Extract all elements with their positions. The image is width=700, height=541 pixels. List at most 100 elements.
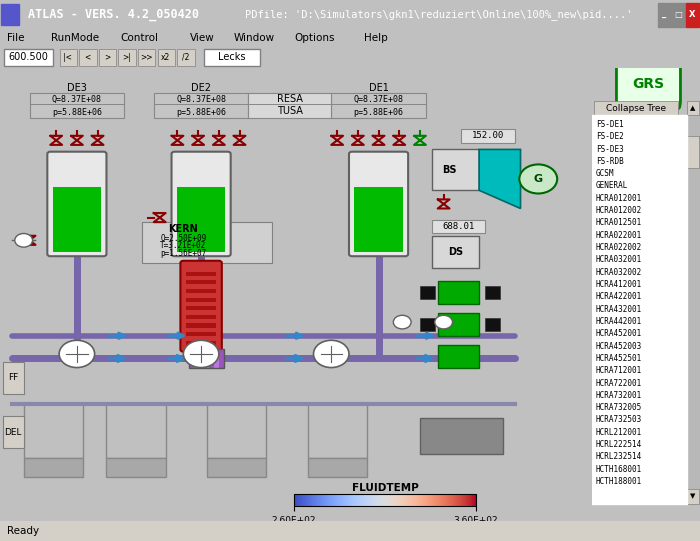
Bar (189, 349, 195, 367)
Text: FS-DE3: FS-DE3 (596, 144, 624, 154)
Circle shape (59, 340, 94, 367)
Text: HCRA452001: HCRA452001 (596, 329, 642, 338)
Bar (214, 349, 219, 367)
Text: HCRA442001: HCRA442001 (596, 317, 642, 326)
Text: >>: >> (140, 53, 153, 62)
Bar (154, 93, 248, 117)
Text: KERN: KERN (169, 224, 198, 234)
Text: □: □ (674, 10, 682, 19)
Bar (485, 318, 500, 331)
Bar (594, 101, 678, 115)
Bar (687, 101, 699, 115)
Bar (186, 324, 216, 327)
FancyBboxPatch shape (48, 151, 106, 256)
Text: HCTH168001: HCTH168001 (596, 465, 642, 474)
Bar (106, 404, 166, 458)
Text: HCRA422001: HCRA422001 (596, 292, 642, 301)
Text: DEL: DEL (4, 428, 22, 437)
Bar (186, 272, 216, 276)
Text: Q=8.37E+08: Q=8.37E+08 (176, 95, 226, 103)
Text: _: _ (662, 10, 666, 19)
Bar (118, 49, 136, 65)
Text: HCRA022002: HCRA022002 (596, 243, 642, 252)
Text: GRS: GRS (632, 77, 664, 91)
Bar (658, 3, 671, 27)
Circle shape (15, 234, 32, 247)
Text: DS: DS (448, 247, 463, 256)
Text: HCRA452501: HCRA452501 (596, 354, 642, 363)
Text: ▼: ▼ (690, 493, 696, 500)
Text: FF: FF (8, 373, 18, 382)
FancyBboxPatch shape (172, 151, 231, 256)
Bar (138, 49, 155, 65)
Text: Window: Window (234, 34, 275, 43)
Text: ▲: ▲ (690, 105, 696, 111)
Text: Help: Help (364, 34, 388, 43)
Text: HCRA732503: HCRA732503 (596, 415, 642, 425)
Text: HCRA032002: HCRA032002 (596, 268, 642, 276)
Text: ATLAS - VERS. 4.2_050420: ATLAS - VERS. 4.2_050420 (28, 8, 199, 22)
Circle shape (519, 164, 557, 194)
Bar (207, 404, 266, 458)
Bar (686, 3, 699, 27)
Text: T=3.21E+02: T=3.21E+02 (160, 241, 206, 250)
Text: |<: |< (64, 53, 72, 62)
Text: RESA: RESA (277, 94, 303, 103)
Text: DE2: DE2 (191, 83, 211, 93)
Bar (177, 49, 195, 65)
Text: HCRA452003: HCRA452003 (596, 341, 642, 351)
Bar (195, 349, 200, 367)
Text: HCRA012002: HCRA012002 (596, 206, 642, 215)
Bar (307, 458, 367, 477)
Text: Lecks: Lecks (218, 52, 246, 62)
Circle shape (314, 340, 349, 367)
Text: >: > (104, 53, 110, 62)
Text: X: X (689, 10, 696, 19)
Text: HCRA022001: HCRA022001 (596, 231, 642, 240)
Bar (186, 315, 216, 319)
Bar (4, 49, 52, 65)
Text: 152.00: 152.00 (472, 131, 504, 140)
Bar (354, 187, 402, 252)
Text: Q=8.37E+08: Q=8.37E+08 (354, 95, 404, 103)
Text: /2: /2 (182, 53, 189, 62)
Polygon shape (479, 149, 521, 208)
Bar (3, 362, 24, 394)
Text: Q=8.37E+08: Q=8.37E+08 (52, 95, 102, 103)
Circle shape (183, 340, 219, 367)
Bar (177, 187, 225, 252)
Bar (672, 3, 685, 27)
Text: HCRA012501: HCRA012501 (596, 219, 642, 227)
Text: PDfile: 'D:\Simulators\gkn1\reduziert\Online\100%_new\pid....': PDfile: 'D:\Simulators\gkn1\reduziert\On… (245, 9, 633, 21)
Bar (79, 49, 97, 65)
Bar (438, 281, 479, 304)
Bar (207, 458, 266, 477)
Bar (29, 104, 124, 105)
Text: Collapse Tree: Collapse Tree (606, 103, 666, 113)
Bar (1, 4, 19, 25)
Bar (438, 345, 479, 367)
Bar (106, 458, 166, 477)
Bar (189, 349, 225, 367)
Bar (687, 115, 699, 504)
Text: G: G (533, 174, 542, 184)
Bar (420, 286, 435, 299)
Circle shape (393, 315, 411, 329)
Bar (186, 341, 216, 345)
Bar (29, 93, 124, 117)
Bar (248, 104, 331, 105)
Bar (3, 417, 24, 448)
FancyBboxPatch shape (181, 261, 222, 352)
Text: p=1.56E+07: p=1.56E+07 (160, 249, 206, 258)
FancyBboxPatch shape (617, 61, 680, 109)
Bar (99, 49, 116, 65)
Text: HCRL212001: HCRL212001 (596, 428, 642, 437)
Text: Q=2.50E+09: Q=2.50E+09 (160, 234, 206, 242)
Bar (592, 115, 687, 504)
Text: HCRA032001: HCRA032001 (596, 255, 642, 265)
Bar (209, 349, 214, 367)
Bar (219, 349, 225, 367)
Text: HCTH188001: HCTH188001 (596, 477, 642, 486)
Text: HCRA712001: HCRA712001 (596, 366, 642, 375)
Bar (432, 149, 479, 190)
